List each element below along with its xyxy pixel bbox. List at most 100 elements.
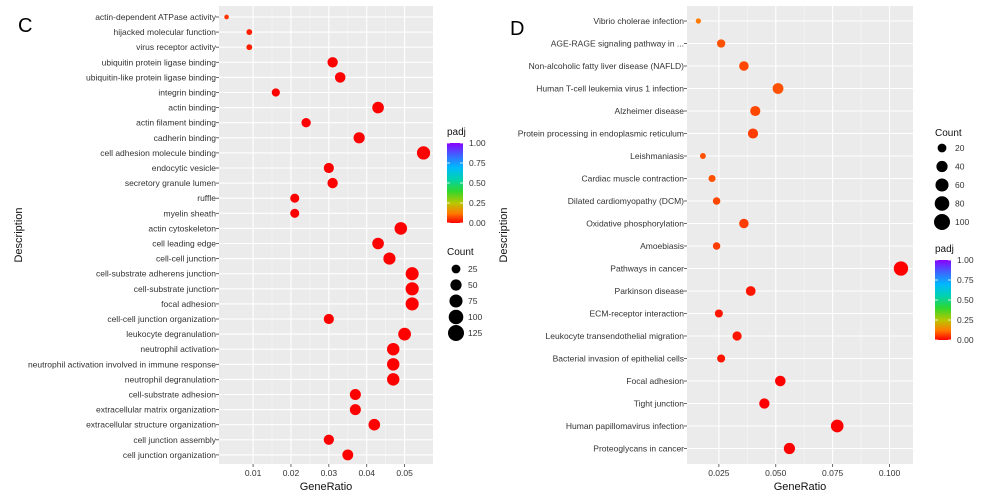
data-point bbox=[699, 153, 706, 159]
data-point bbox=[224, 14, 229, 20]
data-point bbox=[353, 132, 365, 144]
category-label: Protein processing in endoplasmic reticu… bbox=[518, 129, 684, 139]
data-point bbox=[334, 72, 346, 83]
category-label: ruffle bbox=[197, 193, 216, 203]
data-point bbox=[387, 373, 400, 386]
y-axis-title-d: Description bbox=[498, 207, 510, 262]
data-point bbox=[383, 252, 396, 265]
count-legend-label: 20 bbox=[955, 143, 965, 153]
category-label: Focal adhesion bbox=[626, 376, 684, 386]
category-label: actin-dependent ATPase activity bbox=[95, 12, 217, 22]
count-legend-entries-c: 25 50 75 100 125 bbox=[448, 264, 482, 341]
category-label: neutrophil activation bbox=[140, 344, 216, 354]
count-legend-dot bbox=[451, 264, 461, 274]
padj-legend-label: 0.25 bbox=[469, 198, 486, 208]
data-point bbox=[712, 242, 721, 250]
chart-D: D 0.025 0.050 0.075 0.100 Vibrio cholerae i… bbox=[498, 6, 974, 493]
data-point bbox=[387, 358, 400, 371]
padj-colorbar-d bbox=[935, 260, 951, 340]
data-point bbox=[759, 398, 770, 409]
data-point bbox=[712, 197, 721, 205]
x-tick-label: 0.075 bbox=[822, 468, 844, 478]
padj-legend-label: 0.50 bbox=[469, 178, 486, 188]
category-label: Human papillomavirus infection bbox=[566, 421, 684, 431]
category-label: extracellular structure organization bbox=[86, 420, 216, 430]
category-label: actin filament binding bbox=[136, 118, 216, 128]
data-point bbox=[405, 297, 419, 311]
category-label: virus receptor activity bbox=[136, 42, 217, 52]
grid-c bbox=[219, 6, 433, 464]
data-point bbox=[783, 442, 796, 455]
count-legend-label: 60 bbox=[955, 180, 965, 190]
y-axis-title-c: Description bbox=[13, 207, 25, 262]
data-point bbox=[750, 105, 761, 117]
x-ticks-c: 0.01 0.02 0.03 0.04 0.05 bbox=[216, 16, 413, 478]
category-label: cell-substrate junction bbox=[134, 284, 216, 294]
data-point bbox=[290, 193, 300, 203]
count-legend-title-d: Count bbox=[935, 128, 962, 139]
data-point bbox=[830, 419, 844, 433]
y-categories-c: actin-dependent ATPase activity hijacked … bbox=[28, 12, 217, 460]
count-legend-dot bbox=[934, 214, 950, 230]
category-label: secretory granule lumen bbox=[125, 178, 216, 188]
x-tick-label: 0.03 bbox=[321, 468, 338, 478]
data-point bbox=[387, 342, 400, 356]
padj-legend-label: 0.00 bbox=[957, 335, 974, 345]
plot-panel-d bbox=[687, 6, 913, 464]
category-label: cell junction organization bbox=[123, 450, 216, 460]
data-point bbox=[716, 39, 726, 48]
data-point bbox=[775, 375, 786, 387]
count-legend-title-c: Count bbox=[447, 247, 474, 258]
category-label: cadherin binding bbox=[154, 133, 217, 143]
x-tick-label: 0.05 bbox=[396, 468, 413, 478]
category-label: cell adhesion molecule binding bbox=[100, 148, 216, 158]
category-label: Parkinson disease bbox=[615, 286, 685, 296]
category-label: actin cytoskeleton bbox=[148, 223, 216, 233]
padj-legend-label: 1.00 bbox=[957, 255, 974, 265]
category-label: cell leading edge bbox=[152, 239, 216, 249]
padj-legend-title-d: padj bbox=[935, 244, 954, 255]
category-label: integrin binding bbox=[158, 88, 216, 98]
count-legend-dot bbox=[450, 279, 462, 291]
data-point bbox=[327, 57, 338, 68]
category-label: Dilated cardiomyopathy (DCM) bbox=[568, 196, 684, 206]
category-label: cell-cell junction organization bbox=[107, 314, 216, 324]
category-label: Tight junction bbox=[634, 399, 685, 409]
category-label: AGE-RAGE signaling pathway in ... bbox=[551, 39, 684, 49]
count-legend-label: 100 bbox=[955, 217, 969, 227]
x-tick-label: 0.025 bbox=[708, 468, 730, 478]
data-point bbox=[301, 118, 311, 128]
count-legend-label: 125 bbox=[468, 328, 482, 338]
points-d bbox=[695, 18, 909, 455]
category-label: endocytic vesicle bbox=[152, 163, 217, 173]
padj-labels-c: 1.00 0.75 0.50 0.25 0.00 bbox=[447, 138, 486, 228]
category-label: Leishmaniasis bbox=[630, 151, 684, 161]
data-point bbox=[246, 44, 253, 51]
data-point bbox=[398, 327, 411, 341]
count-legend-dot bbox=[449, 294, 463, 308]
data-point bbox=[893, 261, 909, 276]
data-point bbox=[271, 88, 280, 97]
category-label: Oxidative phosphorylation bbox=[586, 219, 684, 229]
x-axis-title-c: GeneRatio bbox=[300, 481, 353, 493]
y-categories-d: Vibrio cholerae infection AGE-RAGE signal… bbox=[518, 16, 685, 454]
x-ticks-d: 0.025 0.050 0.075 0.100 bbox=[684, 20, 901, 478]
padj-legend-d: padj 1.00 0.75 0.50 0.25 0.00 bbox=[935, 244, 974, 345]
category-label: Cardiac muscle contraction bbox=[581, 174, 684, 184]
x-tick-label: 0.100 bbox=[879, 468, 901, 478]
count-legend-label: 50 bbox=[468, 280, 478, 290]
count-legend-dot bbox=[448, 309, 464, 325]
category-label: Alzheimer disease bbox=[615, 106, 685, 116]
category-label: cell junction assembly bbox=[133, 435, 216, 445]
count-legend-dot bbox=[934, 196, 950, 211]
category-label: focal adhesion bbox=[161, 299, 216, 309]
category-label: ECM-receptor interaction bbox=[590, 309, 685, 319]
padj-legend-label: 0.25 bbox=[957, 315, 974, 325]
padj-legend-c: padj 1.00 0.75 0.50 0.25 0.00 bbox=[447, 127, 486, 228]
x-tick-label: 0.02 bbox=[283, 468, 300, 478]
category-label: hijacked molecular function bbox=[113, 27, 216, 37]
plot-panel-c bbox=[219, 6, 433, 464]
data-point bbox=[327, 177, 338, 189]
count-legend-dot bbox=[937, 143, 947, 153]
data-point bbox=[714, 309, 723, 318]
